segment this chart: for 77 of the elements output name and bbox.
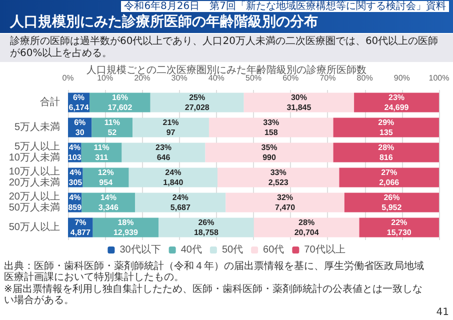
bar xyxy=(254,218,360,238)
bar xyxy=(218,168,340,188)
text: 令和6年8月26日 第7回「新たな地域医療構想等に関する検討会」資料 xyxy=(121,1,449,12)
y-tick-label: 20万人以上 50万人未満 xyxy=(8,190,60,214)
data-label: 26% 18,758 xyxy=(194,218,219,237)
legend-label: 70代以上 xyxy=(304,244,346,256)
data-label: 23% 24,699 xyxy=(384,93,410,112)
text: 41 xyxy=(436,307,449,318)
y-tick-label: 50万人以上 xyxy=(8,221,60,233)
text: 人口規模ごとの二次医療圏別にみた年齢階級別の診療所医師数 xyxy=(86,65,366,76)
data-label: 32% 7,470 xyxy=(275,193,296,212)
data-label: 33% 2,523 xyxy=(268,168,289,187)
bar xyxy=(333,142,439,162)
x-tick-label: 0% xyxy=(62,74,74,82)
data-label: 27% 2,066 xyxy=(379,168,400,187)
data-label: 16% 17,602 xyxy=(108,93,133,112)
x-tick-label: 60% xyxy=(282,74,299,82)
x-tick-label: 100% xyxy=(428,74,450,82)
bar xyxy=(226,192,344,212)
x-tick-label: 50% xyxy=(245,74,262,82)
bar xyxy=(132,118,209,138)
data-label: 18% 12,939 xyxy=(113,218,138,237)
bar xyxy=(354,92,439,112)
source-note: 出典：医師・歯科医師・薬剤師統計（令和４年）の届出票情報を基に、厚生労働省医政局地域医療計画課において特別集計したもの。 xyxy=(4,261,424,283)
legend-label: 50代 xyxy=(222,244,244,256)
x-tick-label: 20% xyxy=(134,74,150,82)
data-label: 11% 311 xyxy=(94,143,110,162)
x-tick-label: 70% xyxy=(320,74,336,82)
bar xyxy=(135,192,226,212)
data-label: 26% 5,952 xyxy=(382,193,402,212)
text: ※届出票情報を利用し独自集計したため、医師・歯科医師・薬剤師統計の公表値とは一致しない場合がある。 xyxy=(4,284,424,306)
bar xyxy=(359,218,439,238)
data-label: 25% 27,028 xyxy=(184,93,210,112)
data-label: 24% 5,687 xyxy=(170,193,191,212)
legend-label: 30代以下 xyxy=(120,244,161,256)
data-label: 6% 6,174 xyxy=(68,93,90,112)
data-label: 33% 158 xyxy=(263,118,280,137)
legend-label: 60代 xyxy=(263,244,284,256)
data-label: 35% 990 xyxy=(261,143,278,162)
x-tick-label: 40% xyxy=(208,74,224,82)
x-tick-label: 30% xyxy=(171,74,188,82)
chart-title: 人口規模別にみた診療所医師の年齢階級別の分布 xyxy=(10,14,318,31)
data-label: 24% 1,840 xyxy=(163,168,184,187)
y-tick-label: 5万人以上 10万人未満 xyxy=(8,140,60,164)
bar xyxy=(208,118,334,138)
chart-subtitle: 診療所の医師は過半数が60代以上であり、人口20万人未満の二次医療圏では、60代以上の医師が60%以上を占める。 xyxy=(0,34,453,62)
data-label: 22% 15,730 xyxy=(386,218,412,237)
bar xyxy=(122,142,206,162)
data-label: 7% 4,877 xyxy=(70,218,91,237)
data-label: 28% 20,704 xyxy=(294,218,320,237)
data-label: 30% 31,845 xyxy=(286,93,312,112)
x-tick-label: 90% xyxy=(394,74,410,82)
bar xyxy=(244,92,354,112)
x-tick-label: 10% xyxy=(97,74,114,82)
data-label: 12% 954 xyxy=(98,168,114,187)
y-tick-label: 10万人以上 20万人未満 xyxy=(8,166,60,188)
data-label: 4% 859 xyxy=(68,193,82,212)
data-label: 11% 52 xyxy=(104,118,120,137)
bar xyxy=(344,192,439,212)
bar xyxy=(150,92,244,112)
data-label: 28% 816 xyxy=(378,143,394,162)
data-label: 29% 135 xyxy=(378,118,394,137)
data-label: 4% 103 xyxy=(68,143,82,162)
bar xyxy=(339,168,439,188)
bar xyxy=(333,118,439,138)
data-label: 21% 97 xyxy=(162,118,179,137)
x-tick-label: 80% xyxy=(356,74,373,82)
data-label: 4% 305 xyxy=(68,168,83,187)
bar xyxy=(205,142,334,162)
legend-label: 40代 xyxy=(180,244,202,256)
bar xyxy=(158,218,254,238)
y-tick-label: 合計 xyxy=(40,96,60,108)
data-label: 6% 30 xyxy=(74,118,86,137)
data-label: 23% 646 xyxy=(156,143,172,162)
bar xyxy=(128,168,218,188)
y-tick-label: 5万人未満 xyxy=(14,121,60,133)
data-label: 14% 3,346 xyxy=(98,193,119,212)
